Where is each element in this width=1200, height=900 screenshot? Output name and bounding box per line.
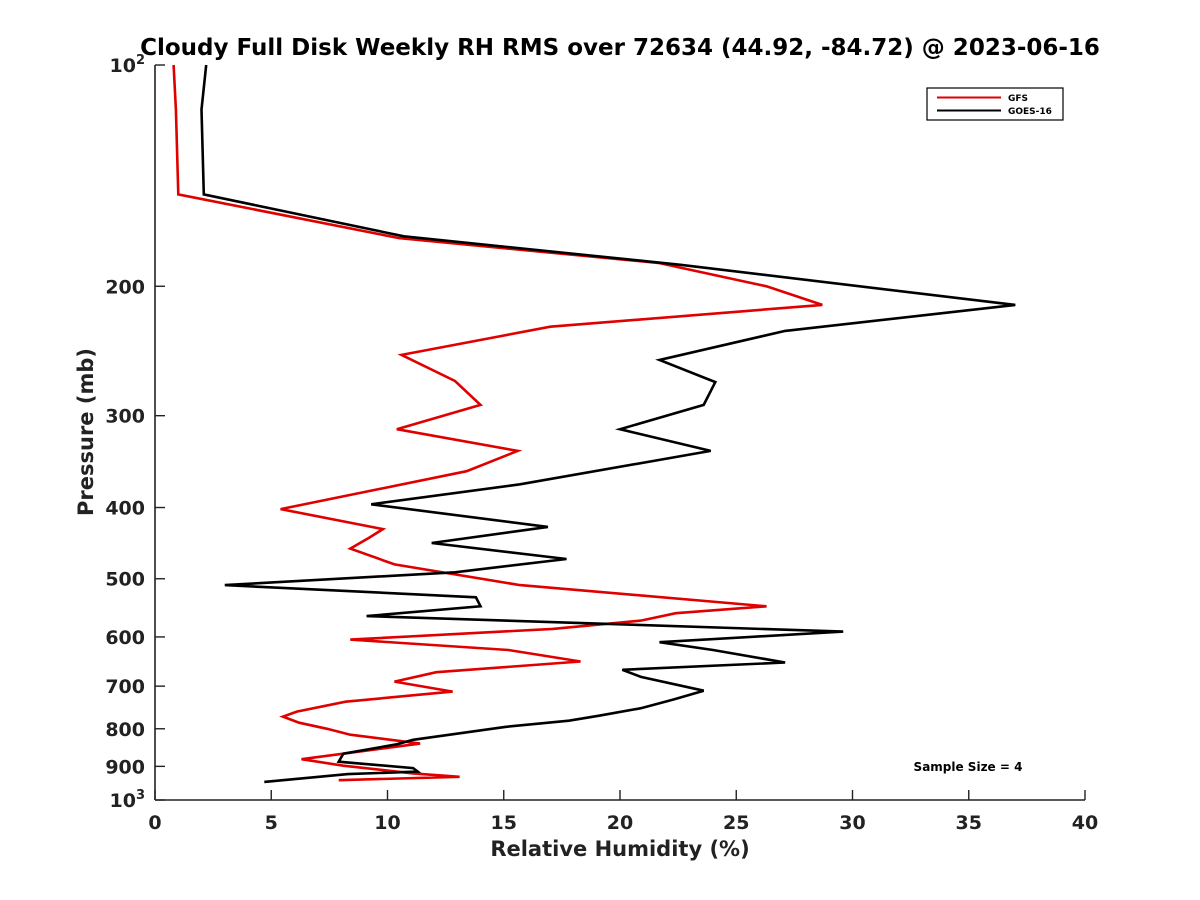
x-tick-label: 25	[723, 812, 749, 834]
series-layer	[172, 64, 1016, 784]
legend-label-goes-16: GOES-16	[1008, 107, 1052, 117]
series-line-goes-16	[200, 64, 1016, 784]
y-tick-label: 102	[110, 53, 146, 77]
x-tick-label: 35	[956, 812, 982, 834]
y-tick-exponent: 3	[136, 788, 145, 803]
legend: GFS GOES-16	[926, 87, 1064, 121]
y-tick-label: 500	[105, 569, 145, 591]
x-tick-label: 30	[839, 812, 865, 834]
sample-size-annotation: Sample Size = 4	[914, 760, 1023, 774]
series-line-gfs	[172, 64, 823, 782]
legend-box	[926, 87, 1064, 121]
y-tick-base: 10	[110, 790, 136, 812]
x-tick-label: 5	[265, 812, 278, 834]
x-tick-label: 0	[148, 812, 161, 834]
y-axis-label: Pressure (mb)	[74, 348, 98, 516]
y-tick-exponent: 2	[136, 53, 145, 68]
x-tick-label: 10	[374, 812, 400, 834]
x-tick-label: 20	[607, 812, 633, 834]
y-tick-base: 10	[110, 55, 136, 77]
x-axis-label: Relative Humidity (%)	[490, 837, 749, 861]
legend-label-gfs: GFS	[1008, 94, 1028, 104]
y-tick-label: 700	[105, 676, 145, 698]
y-tick-label: 103	[110, 788, 146, 812]
y-tick-label: 200	[105, 276, 145, 298]
x-tick-label: 15	[491, 812, 517, 834]
y-tick-label: 800	[105, 719, 145, 741]
x-ticks: 0 5 10 15 20 25 30 35 40	[148, 790, 1098, 834]
y-tick-label: 400	[105, 498, 145, 520]
y-tick-label: 900	[105, 756, 145, 778]
y-tick-label: 600	[105, 627, 145, 649]
chart-title: Cloudy Full Disk Weekly RH RMS over 7263…	[140, 35, 1100, 61]
x-tick-label: 40	[1072, 812, 1098, 834]
y-tick-label: 300	[105, 406, 145, 428]
